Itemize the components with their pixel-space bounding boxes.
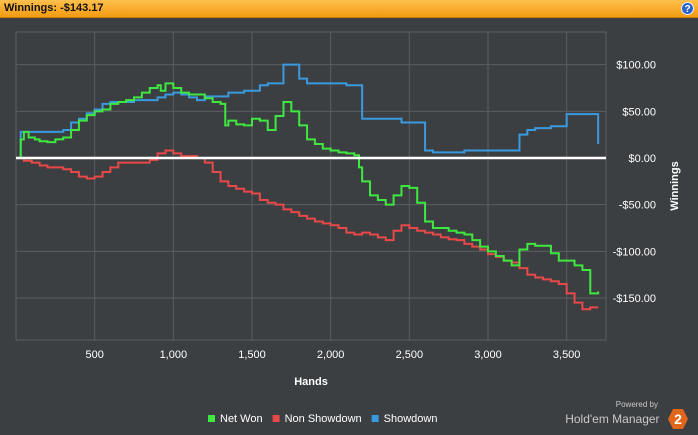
legend-item[interactable]: Non Showdown xyxy=(272,413,362,425)
legend-label: Net Won xyxy=(220,413,263,425)
legend-swatch xyxy=(272,415,280,422)
brand-name: Hold'em Manager xyxy=(565,412,660,426)
legend-label: Non Showdown xyxy=(285,413,362,425)
x-tick-label: 500 xyxy=(85,349,103,361)
winnings-title: Winnings: -$143.17 xyxy=(4,2,104,14)
x-tick-label: 1,500 xyxy=(238,349,266,361)
y-tick-label: -$150.00 xyxy=(613,293,656,305)
series-line-showdown xyxy=(16,63,600,159)
series-lines xyxy=(16,63,606,311)
y-tick-label: -$50.00 xyxy=(619,200,656,212)
powered-by-text: Powered by xyxy=(615,400,658,409)
winnings-value: -$143.17 xyxy=(60,2,104,14)
y-tick-label: $50.00 xyxy=(622,106,656,118)
plot-area xyxy=(15,31,607,341)
axis-ticks: 500 1,000 1,500 2,000 2,500 3,000 3,500 $100.00… xyxy=(85,60,656,361)
legend-item[interactable]: Showdown xyxy=(371,413,438,425)
legend-label: Showdown xyxy=(384,413,438,425)
y-axis-title: Winnings xyxy=(669,161,681,210)
series-line-non-showdown xyxy=(16,149,599,311)
legend-swatch xyxy=(371,415,379,422)
grid-lines xyxy=(15,31,607,341)
y-tick-label: $100.00 xyxy=(616,60,656,72)
x-tick-label: 3,500 xyxy=(553,349,581,361)
legend: Net Won Non Showdown Showdown xyxy=(208,413,437,425)
hm2-logo-icon: 2 xyxy=(668,409,688,429)
legend-swatch xyxy=(208,415,215,422)
x-tick-label: 1,000 xyxy=(160,349,188,361)
x-tick-label: 2,000 xyxy=(317,349,345,361)
x-axis-title: Hands xyxy=(294,376,328,388)
legend-item[interactable]: Net Won xyxy=(208,413,263,425)
x-tick-label: 3,000 xyxy=(474,349,502,361)
x-tick-label: 2,500 xyxy=(396,349,424,361)
branding: Powered by Hold'em Manager 2 xyxy=(565,400,688,429)
help-icon[interactable]: ? xyxy=(681,2,694,15)
winnings-label: Winnings: xyxy=(4,2,58,14)
winnings-chart: 500 1,000 1,500 2,000 2,500 3,000 3,500 $100.00… xyxy=(15,31,681,425)
y-tick-label: $0.00 xyxy=(628,153,656,165)
winnings-header: Winnings: -$143.17 ? xyxy=(0,0,698,18)
y-tick-label: -$100.00 xyxy=(613,246,656,258)
series-line-net-won xyxy=(16,82,600,295)
